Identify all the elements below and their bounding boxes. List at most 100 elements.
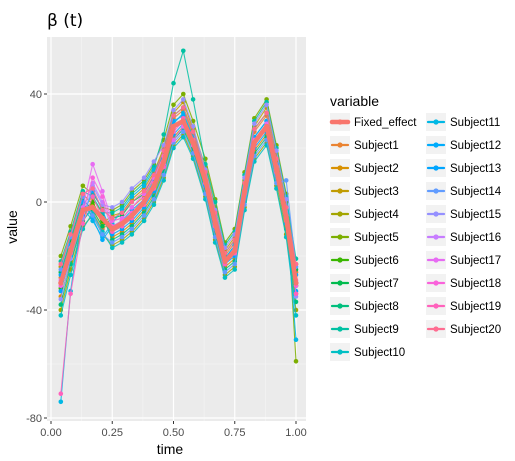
- data-point: [80, 191, 86, 197]
- data-point: [119, 221, 125, 227]
- legend-key-point: [337, 326, 343, 332]
- legend-item-subject15: Subject15: [426, 205, 501, 223]
- data-point: [90, 213, 95, 218]
- legend-key-point: [337, 119, 343, 125]
- legend-item-subject11: Subject11: [426, 113, 500, 131]
- legend-title: variable: [330, 93, 379, 109]
- legend-key-point: [433, 303, 439, 309]
- data-point: [109, 245, 115, 251]
- data-point: [252, 121, 257, 126]
- x-tick-label: 1.00: [285, 427, 306, 439]
- data-point: [161, 158, 167, 165]
- data-point: [58, 261, 64, 267]
- data-point: [141, 213, 147, 218]
- data-point: [90, 161, 95, 167]
- data-point: [100, 207, 105, 213]
- data-point: [170, 123, 177, 129]
- legend-key-point: [337, 142, 343, 148]
- legend: Fixed_effect Subject1 Subject2 Subject3 Subj…: [329, 113, 502, 361]
- x-axis-title: time: [157, 441, 184, 457]
- series-fixed-effect: [58, 118, 299, 286]
- series-line-subject10: [60, 136, 297, 316]
- chart-title: β (t): [47, 11, 83, 31]
- legend-key-point: [337, 165, 343, 171]
- x-tick-label: 0.75: [224, 427, 245, 439]
- data-point: [141, 183, 147, 189]
- data-point: [181, 134, 186, 140]
- legend-label: Subject20: [450, 324, 501, 336]
- data-point: [58, 313, 64, 318]
- legend-item-subject6: Subject6: [330, 251, 399, 269]
- data-point: [151, 159, 157, 164]
- legend-label: Subject3: [354, 186, 399, 198]
- legend-label: Subject18: [450, 278, 501, 290]
- legend-key-point: [433, 119, 439, 125]
- series-line-subject14: [60, 131, 297, 273]
- y-tick-label: 0: [36, 197, 42, 209]
- data-point: [273, 167, 279, 173]
- legend-key-point: [433, 257, 439, 263]
- data-point: [190, 140, 196, 146]
- y-axis: -80 -40 0 40: [26, 89, 47, 425]
- legend-key-point: [337, 303, 343, 309]
- data-point: [293, 313, 299, 318]
- data-point: [161, 132, 166, 137]
- data-point: [80, 221, 86, 226]
- data-point: [181, 48, 186, 54]
- data-point: [161, 172, 166, 178]
- data-point: [171, 107, 176, 113]
- x-tick-label: 0.00: [40, 427, 61, 439]
- legend-key-point: [433, 280, 439, 286]
- data-point: [109, 205, 115, 210]
- data-point: [109, 215, 115, 221]
- data-point: [68, 291, 73, 297]
- data-point: [274, 186, 279, 191]
- legend-item-subject14: Subject14: [426, 182, 502, 200]
- legend-label: Subject13: [450, 163, 501, 175]
- data-point: [80, 183, 86, 189]
- legend-label: Subject7: [354, 278, 399, 290]
- data-point: [129, 226, 135, 232]
- legend-key-point: [433, 188, 439, 194]
- legend-label: Subject5: [354, 232, 399, 244]
- legend-label: Subject17: [450, 255, 501, 267]
- legend-key-point: [337, 349, 343, 355]
- legend-label: Subject14: [450, 186, 502, 198]
- legend-label: Subject9: [354, 324, 399, 336]
- legend-item-subject9: Subject9: [330, 320, 399, 338]
- data-point: [264, 110, 269, 116]
- data-point: [212, 221, 218, 227]
- data-point: [232, 248, 238, 254]
- legend-label: Subject1: [354, 140, 399, 152]
- data-point: [58, 280, 64, 286]
- data-point: [241, 188, 248, 194]
- legend-item-subject12: Subject12: [426, 136, 501, 154]
- data-point: [129, 186, 135, 191]
- legend-key-point: [337, 234, 343, 240]
- legend-key-point: [433, 142, 439, 148]
- legend-label: Subject6: [354, 255, 399, 267]
- data-point: [58, 399, 64, 405]
- legend-label: Subject16: [450, 232, 501, 244]
- legend-item-subject10: Subject10: [330, 343, 405, 361]
- data-point: [90, 204, 96, 210]
- data-point: [190, 129, 196, 135]
- data-point: [90, 186, 95, 191]
- data-point: [252, 126, 257, 132]
- y-tick-label: -40: [26, 305, 42, 317]
- legend-label: Subject2: [354, 163, 399, 175]
- data-point: [58, 296, 64, 302]
- data-point: [171, 113, 176, 118]
- data-point: [68, 272, 73, 278]
- y-tick-label: 40: [30, 89, 42, 101]
- data-point: [181, 129, 186, 135]
- legend-item-subject13: Subject13: [426, 159, 501, 177]
- data-point: [141, 199, 147, 205]
- legend-item-subject8: Subject8: [330, 297, 399, 315]
- series-line-subject20: [60, 106, 297, 265]
- legend-label: Subject8: [354, 301, 399, 313]
- data-point: [129, 199, 135, 205]
- data-point: [283, 178, 289, 183]
- data-point: [109, 226, 115, 232]
